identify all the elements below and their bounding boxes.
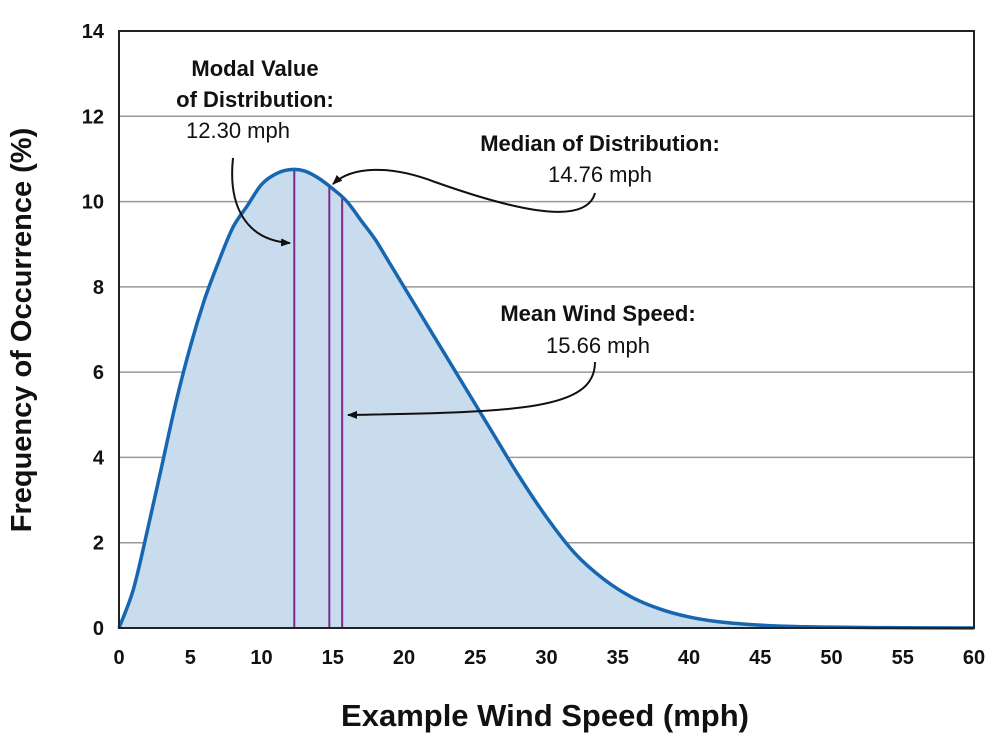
x-axis-title: Example Wind Speed (mph) bbox=[341, 698, 749, 733]
mean-annotation-label: Mean Wind Speed: bbox=[500, 301, 695, 326]
modal-annotation-label: Modal Value bbox=[191, 56, 318, 81]
y-tick-label: 10 bbox=[82, 192, 104, 214]
x-tick-label: 55 bbox=[892, 647, 914, 669]
y-tick-label: 0 bbox=[93, 618, 104, 640]
modal-annotation-label-2: of Distribution: bbox=[176, 87, 334, 112]
x-tick-label: 25 bbox=[464, 647, 486, 669]
x-tick-label: 40 bbox=[678, 647, 700, 669]
mean-annotation-value: 15.66 mph bbox=[546, 333, 650, 358]
marker-lines bbox=[293, 169, 344, 628]
modal-arrow bbox=[231, 157, 291, 247]
x-tick-label: 50 bbox=[820, 647, 842, 669]
x-tick-label: 60 bbox=[963, 647, 985, 669]
median-annotation-label: Median of Distribution: bbox=[480, 131, 720, 156]
y-tick-label: 6 bbox=[93, 362, 104, 384]
y-tick-label: 14 bbox=[82, 21, 105, 43]
median-arrow bbox=[332, 168, 596, 213]
distribution-area bbox=[119, 169, 974, 629]
y-tick-label: 4 bbox=[93, 447, 105, 469]
x-tick-label: 5 bbox=[185, 647, 196, 669]
y-axis-title: Frequency of Occurrence (%) bbox=[6, 128, 38, 533]
y-tick-label: 8 bbox=[93, 277, 104, 299]
x-tick-label: 0 bbox=[113, 647, 124, 669]
y-tick-label: 2 bbox=[93, 533, 104, 555]
x-tick-label: 45 bbox=[749, 647, 771, 669]
plot-frame bbox=[118, 30, 975, 629]
x-tick-label: 10 bbox=[250, 647, 272, 669]
distribution-curve bbox=[117, 167, 975, 630]
x-tick-label: 20 bbox=[393, 647, 415, 669]
mean-arrow bbox=[347, 361, 596, 419]
y-tick-labels: 0 2 4 6 8 10 12 14 bbox=[82, 21, 105, 640]
x-tick-label: 15 bbox=[322, 647, 344, 669]
modal-annotation-value: 12.30 mph bbox=[186, 118, 290, 143]
y-tick-label: 12 bbox=[82, 106, 104, 128]
x-tick-labels: 0 5 10 15 20 25 30 35 40 45 50 55 60 bbox=[113, 647, 985, 669]
x-tick-label: 35 bbox=[607, 647, 629, 669]
x-tick-label: 30 bbox=[535, 647, 557, 669]
median-annotation-value: 14.76 mph bbox=[548, 162, 652, 187]
